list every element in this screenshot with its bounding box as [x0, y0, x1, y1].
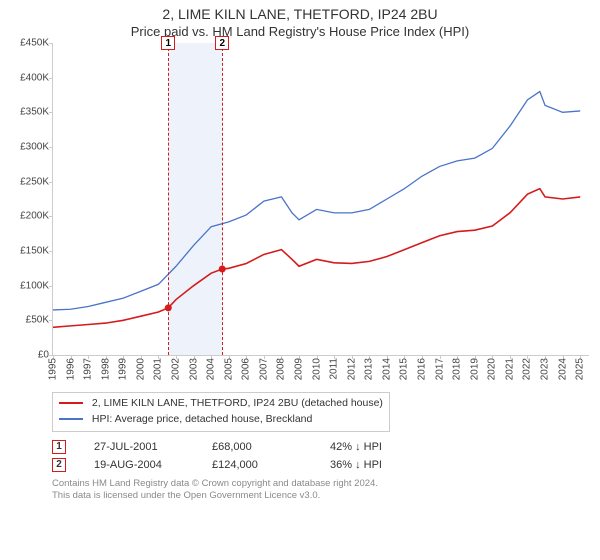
x-axis-label: 2009: [294, 358, 305, 380]
chart-plot-area: £0£50K£100K£150K£200K£250K£300K£350K£400…: [52, 43, 589, 356]
x-axis-label: 1999: [118, 358, 129, 380]
y-axis-label: £450K: [20, 38, 49, 49]
x-axis-label: 1997: [83, 358, 94, 380]
x-axis-label: 2013: [364, 358, 375, 380]
sale-row: 1 27-JUL-2001 £68,000 42% ↓ HPI: [52, 440, 592, 454]
chart-subtitle: Price paid vs. HM Land Registry's House …: [8, 24, 592, 39]
x-axis-label: 2020: [487, 358, 498, 380]
sale-date: 19-AUG-2004: [94, 459, 184, 471]
x-axis-label: 2018: [452, 358, 463, 380]
x-axis-label: 2000: [135, 358, 146, 380]
sale-date: 27-JUL-2001: [94, 441, 184, 453]
x-axis-label: 2006: [241, 358, 252, 380]
sale-marker-line: [168, 43, 169, 355]
x-axis-label: 2015: [399, 358, 410, 380]
x-axis-label: 2014: [381, 358, 392, 380]
x-axis-label: 2010: [311, 358, 322, 380]
sale-row: 2 19-AUG-2004 £124,000 36% ↓ HPI: [52, 458, 592, 472]
y-axis-label: £250K: [20, 176, 49, 187]
y-tick: [49, 147, 53, 148]
x-axis-label: 2008: [276, 358, 287, 380]
y-axis-label: £150K: [20, 246, 49, 257]
x-axis-label: 2021: [504, 358, 515, 380]
footer: Contains HM Land Registry data © Crown c…: [52, 478, 592, 504]
chart-lines: [53, 43, 589, 355]
sale-delta: 36% ↓ HPI: [330, 459, 420, 471]
x-axis-label: 2005: [223, 358, 234, 380]
footer-line-1: Contains HM Land Registry data © Crown c…: [52, 478, 592, 491]
x-axis-label: 2007: [258, 358, 269, 380]
sales-table: 1 27-JUL-2001 £68,000 42% ↓ HPI 2 19-AUG-2004…: [52, 440, 592, 472]
x-axis-label: 2004: [206, 358, 217, 380]
x-axis-label: 2016: [417, 358, 428, 380]
x-axis-label: 2023: [540, 358, 551, 380]
x-axis-label: 2022: [522, 358, 533, 380]
legend-item-hpi: HPI: Average price, detached house, Brec…: [59, 412, 383, 428]
y-tick: [49, 43, 53, 44]
y-axis-label: £50K: [26, 315, 49, 326]
x-axis-label: 2024: [557, 358, 568, 380]
y-tick: [49, 78, 53, 79]
x-axis-label: 1995: [48, 358, 59, 380]
sale-price: £68,000: [212, 441, 302, 453]
y-tick: [49, 112, 53, 113]
sale-row-marker: 2: [52, 458, 66, 472]
x-axis-label: 2001: [153, 358, 164, 380]
x-axis-label: 1998: [100, 358, 111, 380]
x-axis-label: 2025: [575, 358, 586, 380]
x-axis-label: 1996: [65, 358, 76, 380]
sale-row-marker: 1: [52, 440, 66, 454]
legend-swatch-subject: [59, 402, 83, 404]
legend-label-subject: 2, LIME KILN LANE, THETFORD, IP24 2BU (d…: [92, 397, 383, 409]
y-tick: [49, 216, 53, 217]
x-axis-label: 2002: [171, 358, 182, 380]
y-axis-label: £200K: [20, 211, 49, 222]
y-tick: [49, 320, 53, 321]
chart-title: 2, LIME KILN LANE, THETFORD, IP24 2BU: [8, 6, 592, 22]
sale-marker-box: 2: [215, 36, 229, 50]
sale-marker-box: 1: [161, 36, 175, 50]
legend-label-hpi: HPI: Average price, detached house, Brec…: [92, 413, 312, 425]
y-axis-label: £400K: [20, 72, 49, 83]
x-axis-label: 2003: [188, 358, 199, 380]
sale-marker-line: [222, 43, 223, 355]
sale-delta: 42% ↓ HPI: [330, 441, 420, 453]
chart-legend: 2, LIME KILN LANE, THETFORD, IP24 2BU (d…: [52, 392, 390, 432]
footer-line-2: This data is licensed under the Open Gov…: [52, 490, 592, 503]
legend-item-subject: 2, LIME KILN LANE, THETFORD, IP24 2BU (d…: [59, 396, 383, 412]
x-axis-label: 2017: [434, 358, 445, 380]
legend-swatch-hpi: [59, 418, 83, 420]
y-axis-label: £300K: [20, 142, 49, 153]
y-axis-label: £350K: [20, 107, 49, 118]
sale-price: £124,000: [212, 459, 302, 471]
series-hpi: [53, 92, 580, 310]
y-tick: [49, 251, 53, 252]
x-axis-label: 2011: [329, 358, 340, 380]
x-axis-label: 2019: [469, 358, 480, 380]
x-axis-label: 2012: [346, 358, 357, 380]
y-tick: [49, 182, 53, 183]
y-tick: [49, 286, 53, 287]
y-axis-label: £100K: [20, 280, 49, 291]
